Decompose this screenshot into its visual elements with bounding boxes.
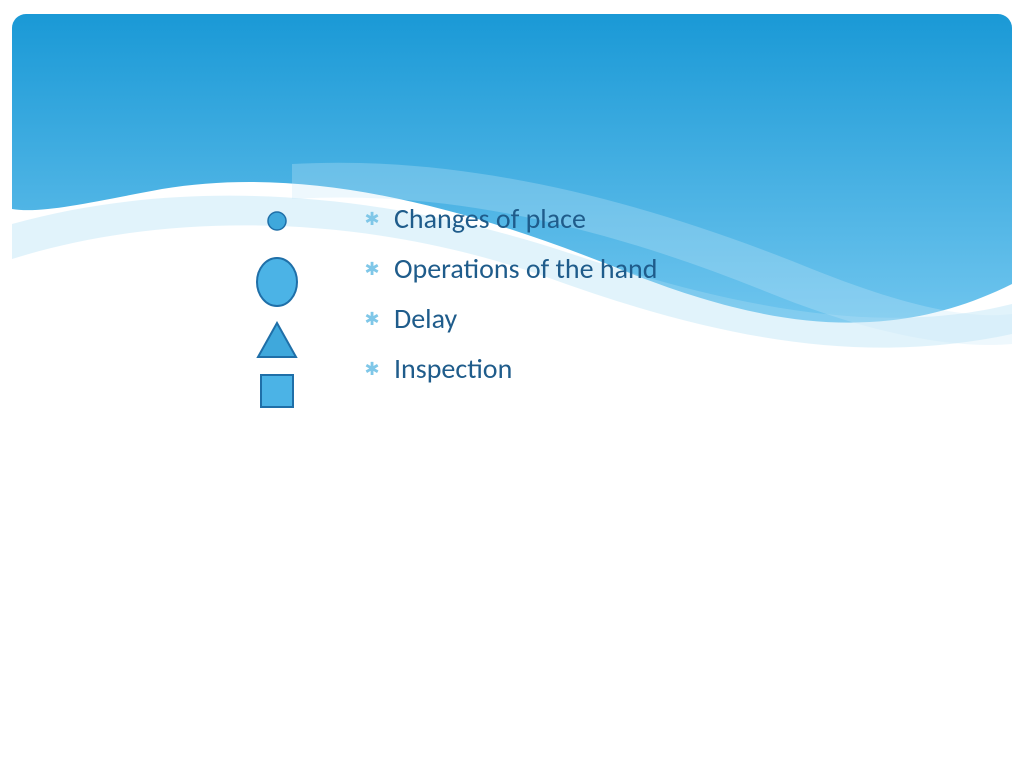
bullet-icon: ✱ [364,260,380,278]
bullet-list: ✱ Changes of place ✱ Operations of the h… [364,194,657,394]
shape-row [247,314,307,366]
shape-legend-column [247,192,327,416]
slide: ✱ Changes of place ✱ Operations of the h… [12,14,1012,754]
list-item-label: Operations of the hand [394,252,657,286]
small-circle-icon [266,210,288,232]
bullet-icon: ✱ [364,360,380,378]
shape-row [247,250,307,314]
bullet-icon: ✱ [364,210,380,228]
shape-row [247,192,307,250]
triangle-icon [256,321,298,359]
list-item: ✱ Delay [364,294,657,344]
square-shape [261,375,293,407]
list-item: ✱ Inspection [364,344,657,394]
shape-row [247,366,307,416]
list-item-label: Changes of place [394,202,586,236]
list-item: ✱ Operations of the hand [364,244,657,294]
list-item-label: Inspection [394,352,512,386]
triangle-shape [258,323,296,357]
list-item: ✱ Changes of place [364,194,657,244]
ellipse-icon [255,256,299,308]
slide-content: ✱ Changes of place ✱ Operations of the h… [12,14,1012,754]
list-item-label: Delay [394,302,457,336]
bullet-icon: ✱ [364,310,380,328]
square-icon [259,373,295,409]
